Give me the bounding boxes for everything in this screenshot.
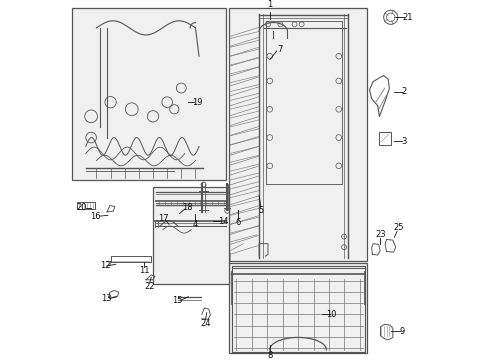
Bar bbox=[229, 8, 367, 261]
Text: 8: 8 bbox=[267, 351, 272, 360]
Bar bbox=[72, 8, 225, 180]
Text: 13: 13 bbox=[101, 294, 112, 303]
Text: 12: 12 bbox=[100, 261, 111, 270]
Text: 24: 24 bbox=[200, 319, 211, 328]
Text: 11: 11 bbox=[139, 266, 149, 275]
Bar bbox=[229, 263, 367, 354]
Text: 10: 10 bbox=[326, 310, 337, 319]
Text: 22: 22 bbox=[144, 282, 155, 291]
Text: 15: 15 bbox=[172, 296, 183, 305]
Text: 14: 14 bbox=[219, 217, 229, 226]
Text: 2: 2 bbox=[402, 87, 407, 96]
Text: 17: 17 bbox=[158, 214, 168, 223]
Text: 23: 23 bbox=[375, 230, 386, 239]
Text: 18: 18 bbox=[182, 203, 193, 212]
Text: 7: 7 bbox=[278, 45, 283, 54]
Text: 25: 25 bbox=[393, 223, 404, 232]
Text: 6: 6 bbox=[235, 218, 241, 227]
Bar bbox=[153, 187, 229, 284]
Text: 9: 9 bbox=[400, 327, 405, 336]
Text: 3: 3 bbox=[401, 136, 407, 145]
Text: 21: 21 bbox=[402, 13, 413, 22]
Text: 4: 4 bbox=[193, 220, 198, 229]
Text: 1: 1 bbox=[267, 0, 272, 9]
Text: 20: 20 bbox=[76, 203, 87, 212]
Text: 5: 5 bbox=[258, 206, 264, 215]
Text: 19: 19 bbox=[192, 98, 202, 107]
Text: 16: 16 bbox=[90, 212, 101, 221]
